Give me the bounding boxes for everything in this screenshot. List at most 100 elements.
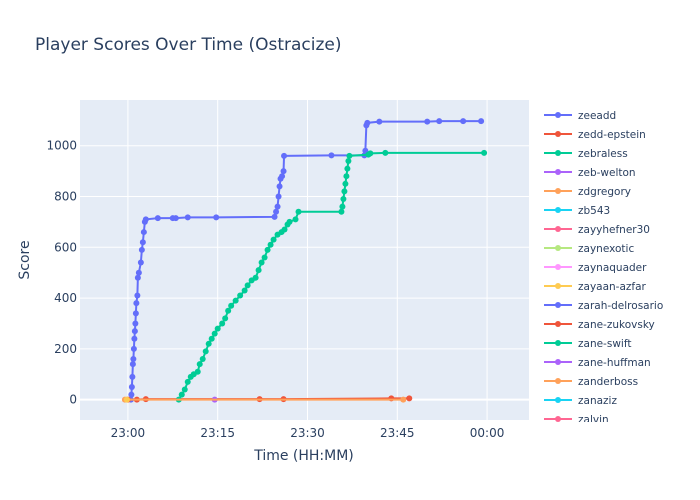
data-point	[271, 213, 278, 220]
legend-label: zb543	[578, 205, 610, 217]
data-point	[460, 118, 467, 125]
data-point	[345, 157, 352, 164]
data-point	[406, 395, 413, 402]
data-point	[137, 259, 144, 266]
data-point	[258, 259, 265, 266]
data-point	[225, 307, 232, 314]
data-point	[339, 203, 346, 210]
data-point	[172, 215, 179, 222]
data-point	[123, 396, 130, 403]
legend-swatch-marker	[555, 112, 561, 118]
data-point	[140, 229, 147, 236]
legend-item[interactable]: zanaziz	[544, 395, 617, 407]
legend-swatch-marker	[555, 264, 561, 270]
legend-item[interactable]: zaynaquader	[544, 262, 647, 274]
data-point	[400, 396, 407, 403]
data-point	[343, 173, 350, 180]
data-point	[270, 236, 277, 243]
data-point	[478, 118, 485, 125]
legend-swatch-marker	[555, 397, 561, 403]
data-point	[181, 386, 188, 393]
legend-label: zalvin	[578, 414, 609, 426]
series-layer	[121, 118, 488, 403]
data-point	[364, 119, 371, 126]
data-point	[436, 118, 443, 125]
x-tick-label: 23:30	[290, 426, 325, 440]
legend-label: zaynexotic	[578, 243, 634, 255]
legend-label: zane-zukovsky	[578, 319, 655, 331]
legend-item[interactable]: zalvin	[544, 414, 609, 426]
data-point	[129, 361, 136, 368]
data-point	[132, 320, 139, 327]
legend-item[interactable]: zedd-epstein	[544, 129, 646, 141]
data-point	[252, 274, 259, 281]
x-tick-label: 23:15	[200, 426, 235, 440]
data-point	[132, 310, 139, 317]
data-point	[184, 214, 191, 221]
legend-label: zeeadd	[578, 110, 616, 122]
legend-item[interactable]: zdgregory	[544, 186, 631, 198]
legend-swatch-marker	[555, 169, 561, 175]
data-point	[131, 335, 138, 342]
data-point	[128, 383, 135, 390]
legend-label: zeb-welton	[578, 167, 636, 179]
data-point	[154, 215, 161, 222]
data-point	[481, 149, 488, 156]
legend-item[interactable]: zane-huffman	[544, 357, 651, 369]
legend-item[interactable]: zarah-delrosario	[544, 300, 663, 312]
legend-swatch-marker	[555, 302, 561, 308]
data-point	[133, 300, 140, 307]
legend-item[interactable]: zayyhefner30	[544, 224, 650, 236]
data-point	[142, 216, 149, 223]
data-point	[424, 118, 431, 125]
data-point	[346, 152, 353, 159]
data-point	[340, 196, 347, 203]
y-tick-label: 400	[54, 291, 77, 305]
legend-item[interactable]: zane-swift	[544, 338, 631, 350]
data-point	[261, 254, 268, 261]
x-tick-label: 23:00	[111, 426, 146, 440]
x-axis-title: Time (HH:MM)	[253, 448, 354, 464]
data-point	[241, 287, 248, 294]
legend-label: zaynaquader	[578, 262, 647, 274]
data-point	[328, 152, 335, 159]
data-point	[286, 218, 293, 225]
legend-item[interactable]: zebraless	[544, 148, 628, 160]
legend-item[interactable]: zeb-welton	[544, 167, 636, 179]
data-point	[255, 267, 262, 274]
data-point	[199, 356, 206, 363]
legend-swatch-marker	[555, 283, 561, 289]
legend-swatch-marker	[555, 416, 561, 422]
y-tick-label: 0	[69, 393, 77, 407]
legend[interactable]: zeeadd zedd-epstein zebraless zeb-welton zdg…	[544, 110, 663, 426]
legend-label: zdgregory	[578, 186, 631, 198]
chart-title: Player Scores Over Time (Ostracize)	[35, 35, 342, 55]
data-point	[135, 269, 142, 276]
data-point	[292, 216, 299, 223]
data-point	[202, 348, 209, 355]
legend-item[interactable]: zeeadd	[544, 110, 616, 122]
legend-item[interactable]: zb543	[544, 205, 610, 217]
data-point	[244, 282, 251, 289]
legend-label: zebraless	[578, 148, 628, 160]
legend-item[interactable]: zane-zukovsky	[544, 319, 655, 331]
data-point	[129, 373, 136, 380]
legend-item[interactable]: zayaan-azfar	[544, 281, 647, 293]
data-point	[237, 292, 244, 299]
data-point	[178, 391, 185, 398]
data-point	[205, 340, 212, 347]
data-point	[194, 368, 201, 375]
data-point	[342, 180, 349, 187]
data-point	[264, 246, 271, 253]
data-point	[208, 335, 215, 342]
legend-label: zane-swift	[578, 338, 631, 350]
x-tick-label: 23:45	[380, 426, 415, 440]
data-point	[219, 320, 226, 327]
legend-swatch-marker	[555, 340, 561, 346]
legend-item[interactable]: zaynexotic	[544, 243, 634, 255]
legend-swatch-marker	[555, 321, 561, 327]
legend-swatch-marker	[555, 131, 561, 137]
legend-item[interactable]: zanderboss	[544, 376, 638, 388]
data-point	[139, 239, 146, 246]
legend-label: zayaan-azfar	[578, 281, 647, 293]
